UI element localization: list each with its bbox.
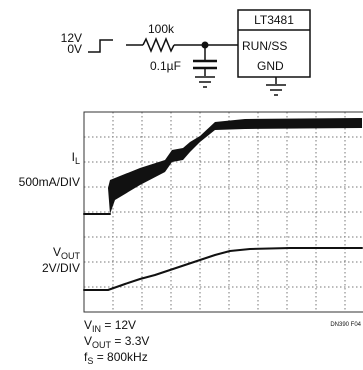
resistor-label: 100k [148,22,175,36]
vout-trace [83,247,363,291]
fs-main: f [84,350,88,364]
fs-sub: S [87,356,93,366]
scope: IL 500mA/DIV VOUT 2V/DIV DN390 F04 [19,111,363,328]
il-label-main: I [72,150,75,164]
il-label-sub: L [75,156,80,166]
schematic: 12V 0V 100k 0.1µF LT3481 RUN/SS GND [61,9,311,96]
ic-name: LT3481 [254,13,294,27]
vin-value: = 12V [101,318,136,332]
resistor-symbol [142,37,175,53]
conditions: VIN = 12V VOUT = 3.3V fS = 800kHz [84,318,149,366]
vin-main: V [84,318,92,332]
vout-sub: OUT [92,340,112,350]
capacitor-label: 0.1µF [150,59,181,73]
vin-sub: IN [92,324,101,334]
condition-vout: VOUT = 3.3V [84,334,149,350]
input-low-label: 0V [67,42,82,56]
vout-scale: 2V/DIV [42,261,80,275]
scope-grid [84,112,363,312]
input-high-label: 12V [61,31,82,45]
ground-icon [266,84,286,96]
ic-pin-run: RUN/SS [242,39,287,53]
vout-label: VOUT [53,245,81,261]
scope-border [83,111,363,313]
vout-value: = 3.3V [111,334,149,348]
condition-fs: fS = 800kHz [84,350,148,366]
fs-value: = 800kHz [93,350,147,364]
ground-icon [195,76,215,88]
il-scale: 500mA/DIV [19,175,80,189]
ic-box [237,9,311,78]
vout-label-sub: OUT [61,251,81,261]
vout-label-main: V [53,245,61,259]
il-trace-ramp [108,118,362,214]
il-label: IL [72,150,80,166]
figure-id: DN390 F04 [330,322,361,328]
vout-main: V [84,334,92,348]
step-input-symbol [88,39,113,53]
condition-vin: VIN = 12V [84,318,136,334]
ic-pin-gnd: GND [257,59,284,73]
